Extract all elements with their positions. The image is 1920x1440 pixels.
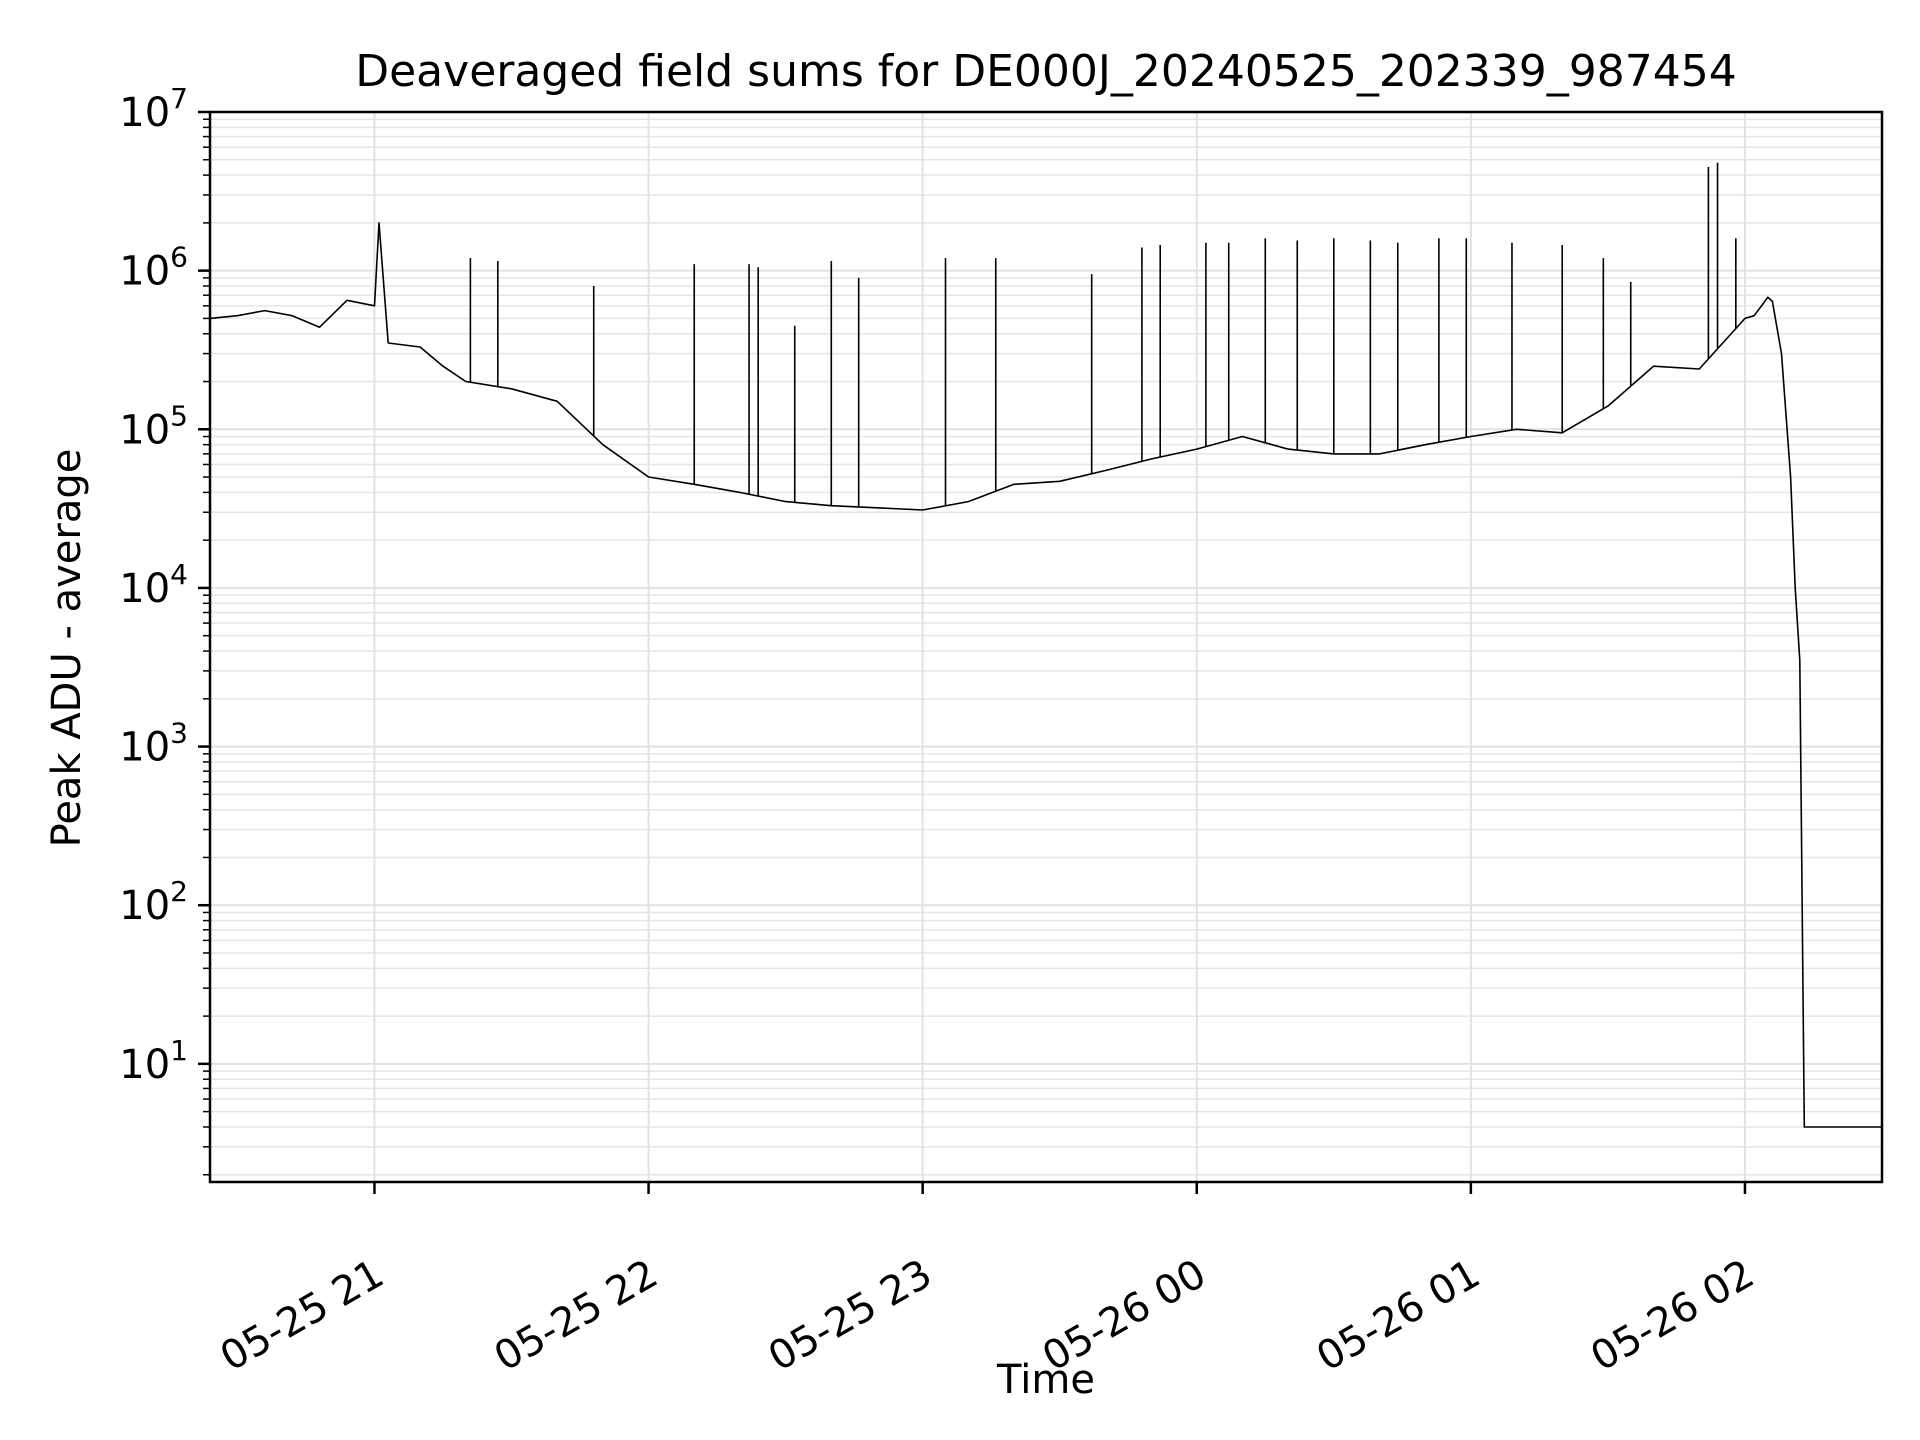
plot-frame	[208, 110, 1884, 1184]
y-tick-label: 107	[119, 82, 188, 136]
y-axis: 101 102 103 104 105 106 107	[119, 82, 210, 1176]
y-tick-label: 101	[119, 1034, 188, 1088]
y-tick-label: 104	[119, 558, 188, 612]
y-tick-label: 103	[119, 717, 188, 771]
y-tick-label: 105	[119, 399, 188, 453]
x-axis-label: Time	[996, 1357, 1095, 1403]
series-line	[209, 222, 1882, 1128]
x-tick-label: 05-26 02	[1583, 1251, 1762, 1381]
chart-title: Deaveraged field sums for DE000J_2024052…	[355, 46, 1737, 97]
y-tick-label: 102	[119, 875, 188, 929]
grid	[210, 111, 1882, 1182]
x-tick-label: 05-25 23	[761, 1251, 940, 1381]
y-axis-label: Peak ADU - average	[44, 449, 90, 848]
x-axis: 05-25 21 05-25 22 05-25 23 05-26 00 05-26 01…	[213, 1182, 1762, 1381]
x-tick-label: 05-25 22	[487, 1251, 666, 1381]
x-tick-label: 05-26 01	[1309, 1251, 1488, 1381]
x-tick-label: 05-25 21	[213, 1251, 392, 1381]
y-tick-label: 106	[119, 241, 188, 295]
series-layer	[209, 162, 1882, 1128]
